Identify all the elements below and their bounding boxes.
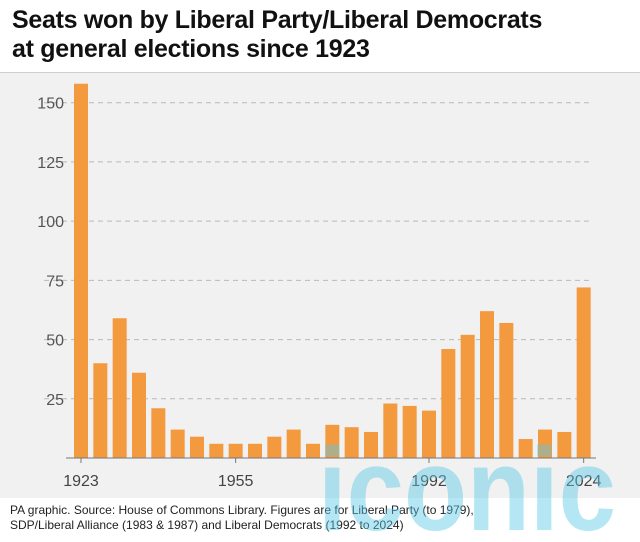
x-tick-label: 2024 (566, 473, 602, 490)
bar-1945 (170, 429, 185, 458)
bar-1970 (306, 443, 320, 458)
bar-1992 (422, 410, 436, 458)
gridlines (44, 102, 592, 400)
bar-1983 (383, 403, 398, 458)
bar-1935 (151, 408, 166, 458)
source-line2: SDP/Liberal Alliance (1983 & 1987) and L… (10, 518, 404, 532)
x-tick-label: 1992 (411, 473, 447, 490)
chart-title-line1: Seats won by Liberal Party/Liberal Democ… (12, 6, 543, 34)
bar-1955 (228, 443, 243, 458)
bar-1929 (112, 318, 127, 458)
bar-1931 (132, 372, 146, 458)
y-tick-label: 125 (37, 155, 64, 172)
x-tick-label: 1923 (63, 473, 99, 490)
bar-2019 (557, 431, 572, 458)
bars (74, 83, 591, 459)
source-line1: PA graphic. Source: House of Commons Lib… (10, 503, 474, 517)
bar-1923 (74, 83, 88, 459)
chart-title-line2: at general elections since 1923 (12, 35, 370, 63)
y-tick-label: 50 (46, 333, 64, 350)
y-tick-label: 25 (46, 392, 64, 409)
bar-2010 (499, 322, 514, 458)
bar-1997 (441, 349, 456, 458)
x-axis: 1923 1955 1992 2024 (63, 457, 602, 490)
bar-1987 (402, 405, 417, 458)
iconic-watermark-logo: iconic (318, 438, 616, 542)
bar-1959 (248, 443, 262, 458)
watermark-text: iconic (318, 438, 616, 542)
y-tick-label: 150 (37, 96, 64, 113)
bar-2015 (518, 439, 533, 458)
bar-1979 (364, 431, 378, 458)
source-note: PA graphic. Source: House of Commons Lib… (10, 503, 550, 533)
bar-2005 (480, 311, 494, 458)
bar-chart: 25 50 75 100 125 150 1923 1955 1992 2024 (37, 83, 602, 490)
y-axis-labels: 25 50 75 100 125 150 (37, 96, 64, 409)
y-tick-label: 75 (46, 273, 64, 290)
chart-title: Seats won by Liberal Party/Liberal Democ… (12, 6, 632, 64)
bar-1966 (286, 429, 301, 458)
bar-1964 (267, 436, 282, 458)
bar-2001 (460, 334, 475, 458)
y-tick-label: 100 (37, 214, 64, 231)
title-divider (0, 72, 640, 73)
bar-2017 (538, 429, 552, 458)
bar-1974-Oct (344, 427, 359, 458)
bar-1924 (93, 363, 108, 458)
bar-1974-Feb (325, 424, 340, 458)
bar-1950 (190, 436, 204, 458)
bar-2024 (576, 287, 591, 458)
bar-1951 (209, 443, 224, 458)
x-tick-label: 1955 (218, 473, 254, 490)
